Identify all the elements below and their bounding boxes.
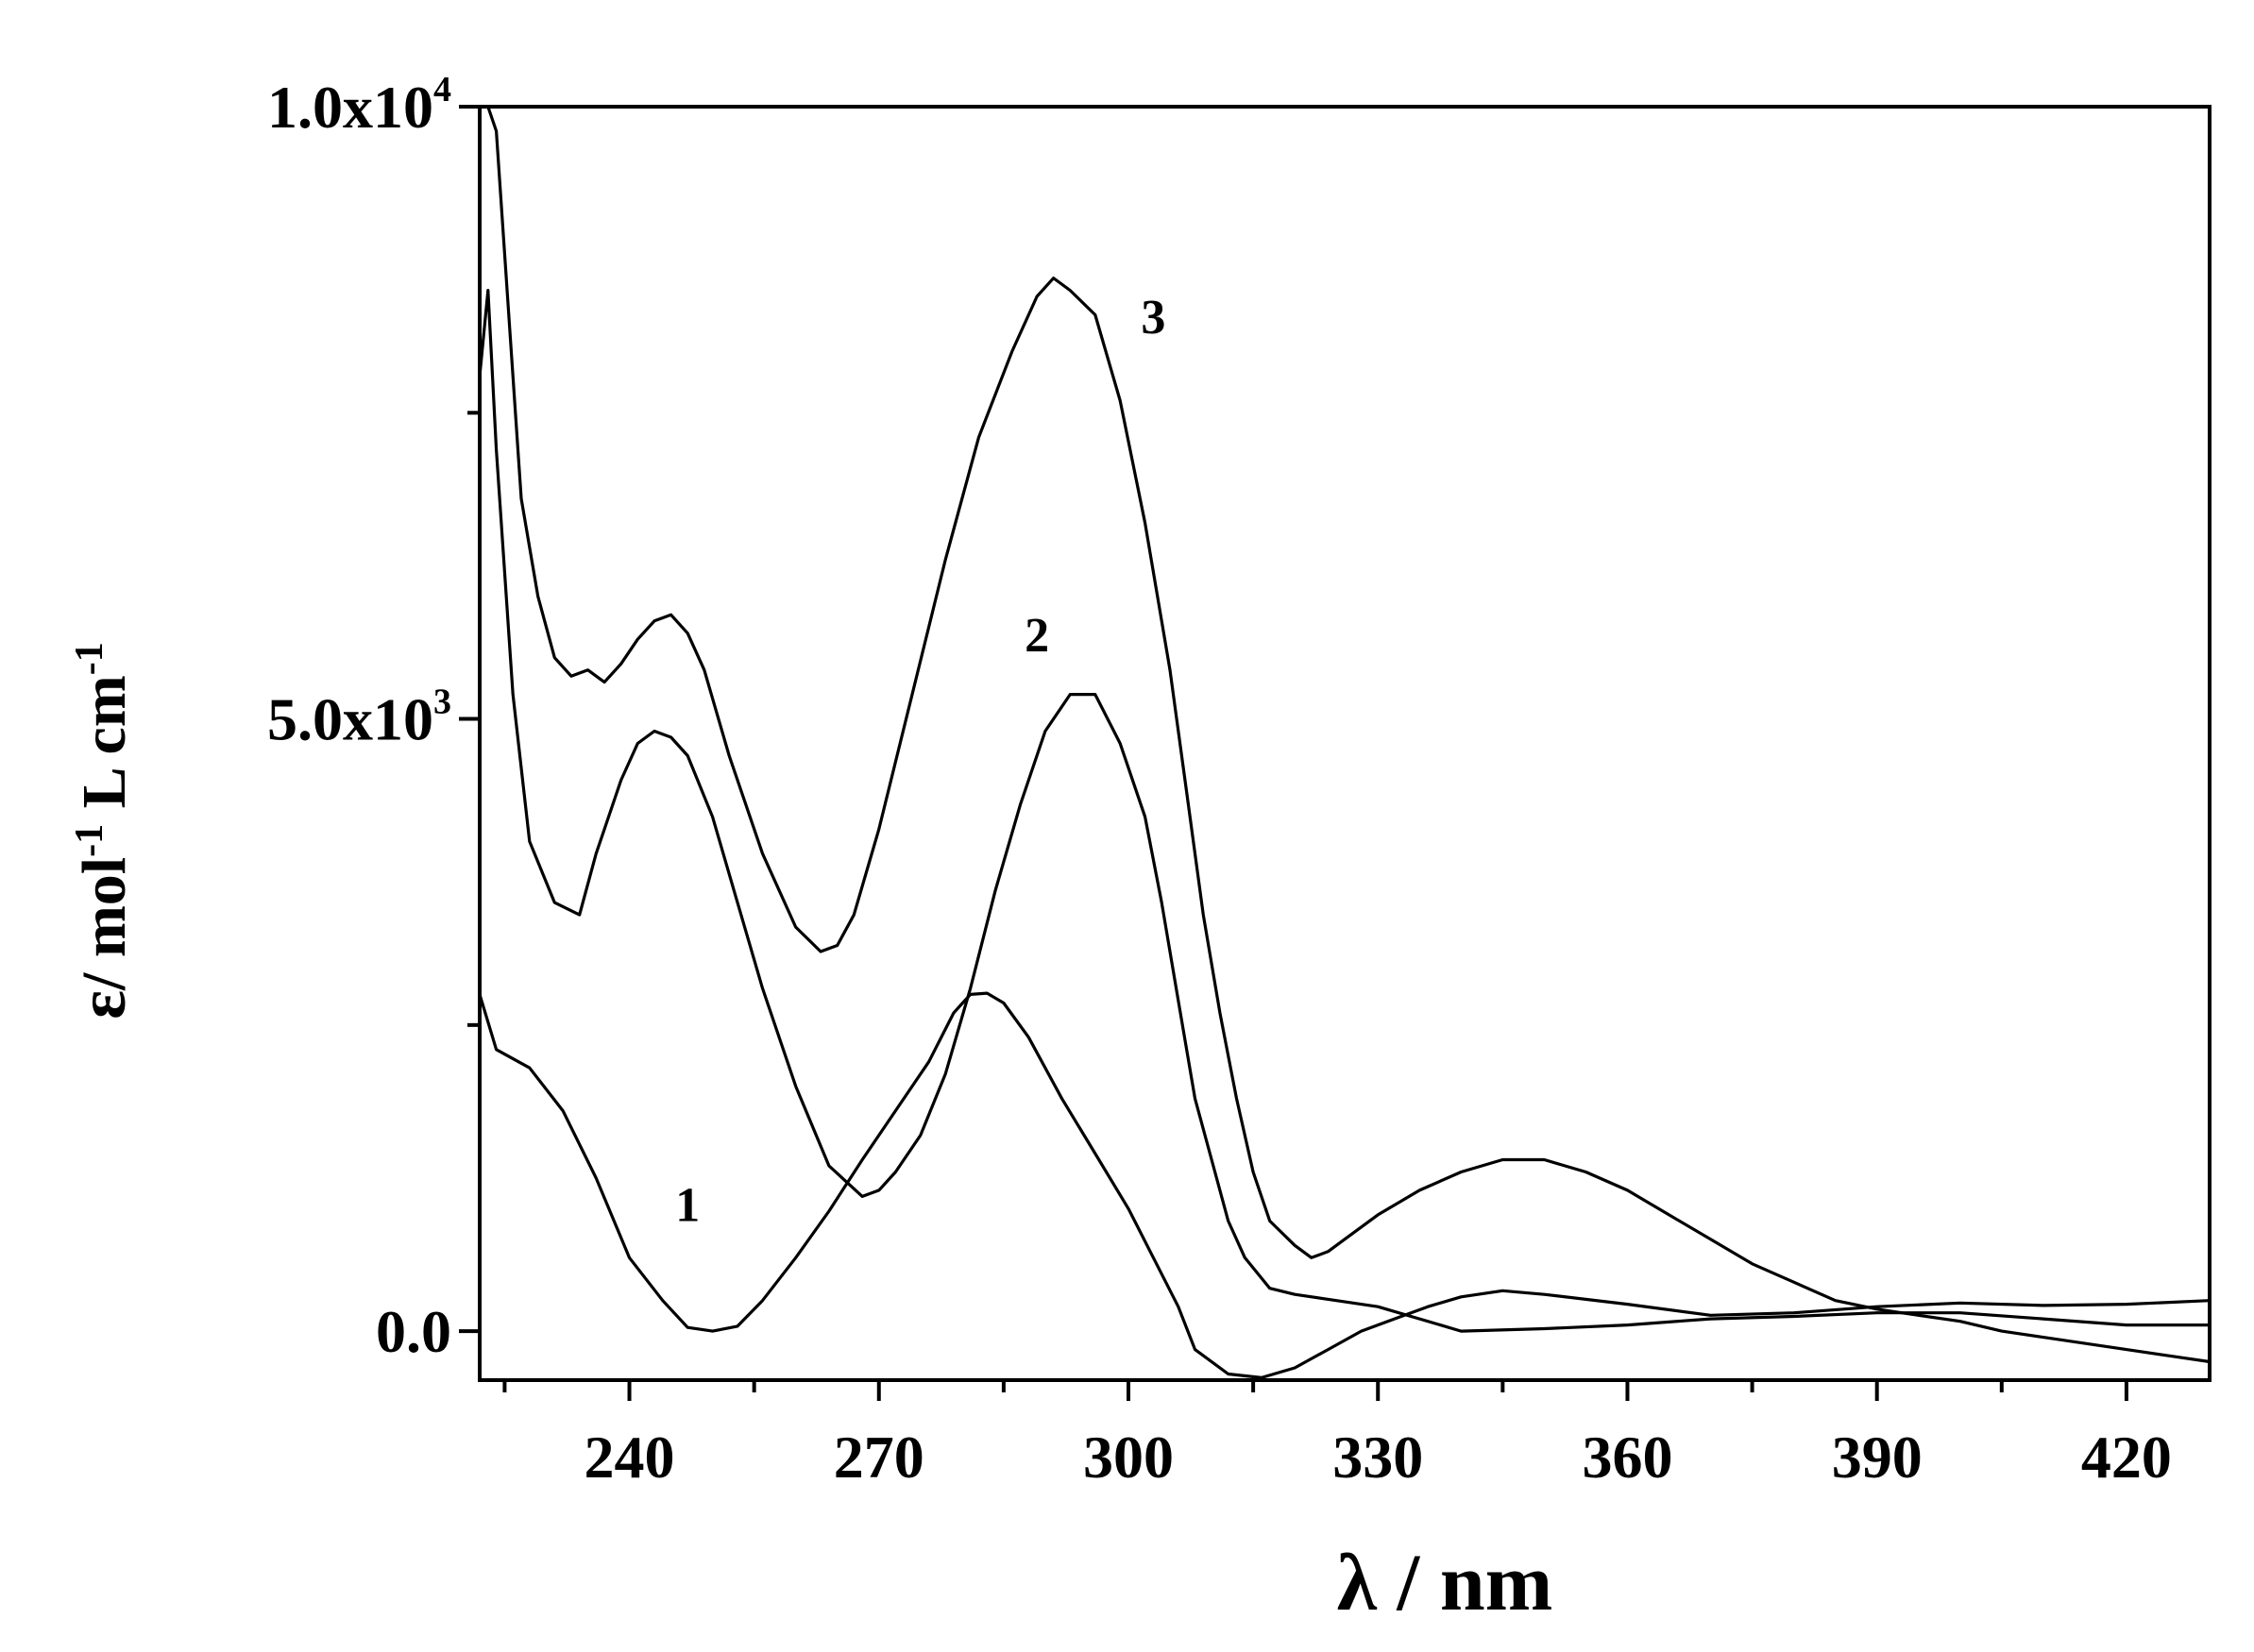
x-tick-label: 390	[1832, 1424, 1923, 1491]
y-axis-title-l-cm: L cm	[70, 675, 139, 824]
series-3-label: 3	[1141, 291, 1165, 345]
series-3-line	[486, 106, 2211, 1364]
y-axis-title-cm-exponent: -1	[68, 642, 111, 675]
series-1-line	[478, 991, 2211, 1379]
y-axis-title-mol: / mol	[70, 857, 139, 991]
x-tick-label: 420	[2081, 1424, 2172, 1491]
y-tick-mantissa: 0.0	[376, 1298, 451, 1365]
x-tick-label: 360	[1582, 1424, 1672, 1491]
x-tick-label: 300	[1083, 1424, 1174, 1491]
y-tick-label: 1.0x104	[267, 70, 451, 141]
y-axis-title-mol-exponent: -1	[68, 824, 111, 857]
x-axis-title: λ / nm	[1337, 1537, 1553, 1627]
y-tick-label: 5.0x103	[267, 683, 451, 753]
y-tick-exponent: 4	[433, 70, 451, 110]
y-tick-mantissa: 1.0x10	[267, 74, 433, 141]
series-1-label: 1	[675, 1178, 700, 1232]
x-tick-labels: 240 270 300 330 360 390 420	[585, 1424, 2172, 1491]
series-labels: 1 2 3	[675, 291, 1165, 1232]
y-tick-label: 0.0	[376, 1298, 451, 1365]
curves-layer	[478, 106, 2211, 1379]
y-tick-labels: 0.0 5.0x103 1.0x104	[267, 70, 451, 1365]
y-axis-title-epsilon: ε	[64, 990, 140, 1020]
y-tick-exponent: 3	[433, 683, 451, 722]
plot-frame	[478, 105, 2212, 1382]
series-2-label: 2	[1025, 609, 1049, 663]
x-tick-label: 330	[1332, 1424, 1423, 1491]
y-tick-mantissa: 5.0x10	[267, 686, 433, 753]
x-tick-label: 270	[834, 1424, 924, 1491]
series-2-line	[478, 289, 2210, 1333]
y-axis-title: ε/ mol-1 L cm-1	[64, 642, 140, 1020]
axis-ticks	[459, 105, 2128, 1401]
x-tick-label: 240	[585, 1424, 675, 1491]
